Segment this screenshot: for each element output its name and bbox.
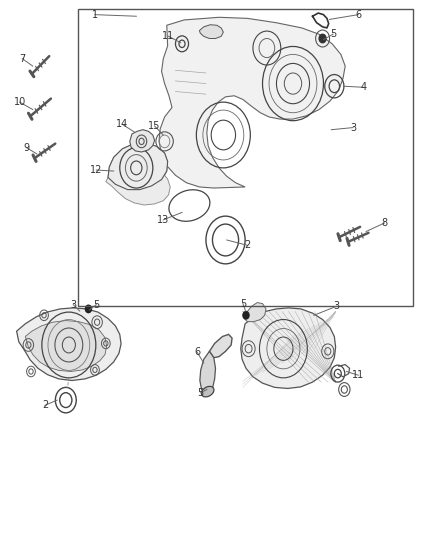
Bar xyxy=(78,10,413,306)
Text: 6: 6 xyxy=(355,10,361,20)
Text: 4: 4 xyxy=(360,82,367,92)
Text: 2: 2 xyxy=(42,400,48,410)
Circle shape xyxy=(319,34,326,43)
Text: 5: 5 xyxy=(330,29,336,39)
Text: 9: 9 xyxy=(24,143,30,153)
Polygon shape xyxy=(159,17,345,188)
Text: 5: 5 xyxy=(93,300,99,310)
Text: 11: 11 xyxy=(352,370,364,380)
Text: 14: 14 xyxy=(116,119,128,130)
Text: 13: 13 xyxy=(157,215,170,225)
Text: 3: 3 xyxy=(70,300,76,310)
Polygon shape xyxy=(17,308,121,381)
Polygon shape xyxy=(244,303,266,321)
Text: 3: 3 xyxy=(350,123,356,133)
Text: 7: 7 xyxy=(19,54,25,63)
Polygon shape xyxy=(130,130,155,152)
Text: 6: 6 xyxy=(194,348,200,358)
Polygon shape xyxy=(200,351,215,393)
Ellipse shape xyxy=(201,386,214,397)
Text: 5: 5 xyxy=(240,298,246,309)
Text: 15: 15 xyxy=(148,121,161,131)
Text: 1: 1 xyxy=(92,10,98,20)
Text: 5: 5 xyxy=(198,387,204,398)
Polygon shape xyxy=(199,25,223,38)
Text: 3: 3 xyxy=(333,301,339,311)
Polygon shape xyxy=(108,143,168,190)
Polygon shape xyxy=(209,334,232,358)
Text: 8: 8 xyxy=(381,218,388,228)
Circle shape xyxy=(85,305,92,313)
Text: 2: 2 xyxy=(244,240,251,251)
Polygon shape xyxy=(241,308,336,389)
Text: 11: 11 xyxy=(162,31,174,41)
Text: 10: 10 xyxy=(14,97,26,107)
Text: 12: 12 xyxy=(90,165,102,175)
Polygon shape xyxy=(106,143,170,205)
Polygon shape xyxy=(25,320,107,372)
Circle shape xyxy=(243,312,249,319)
